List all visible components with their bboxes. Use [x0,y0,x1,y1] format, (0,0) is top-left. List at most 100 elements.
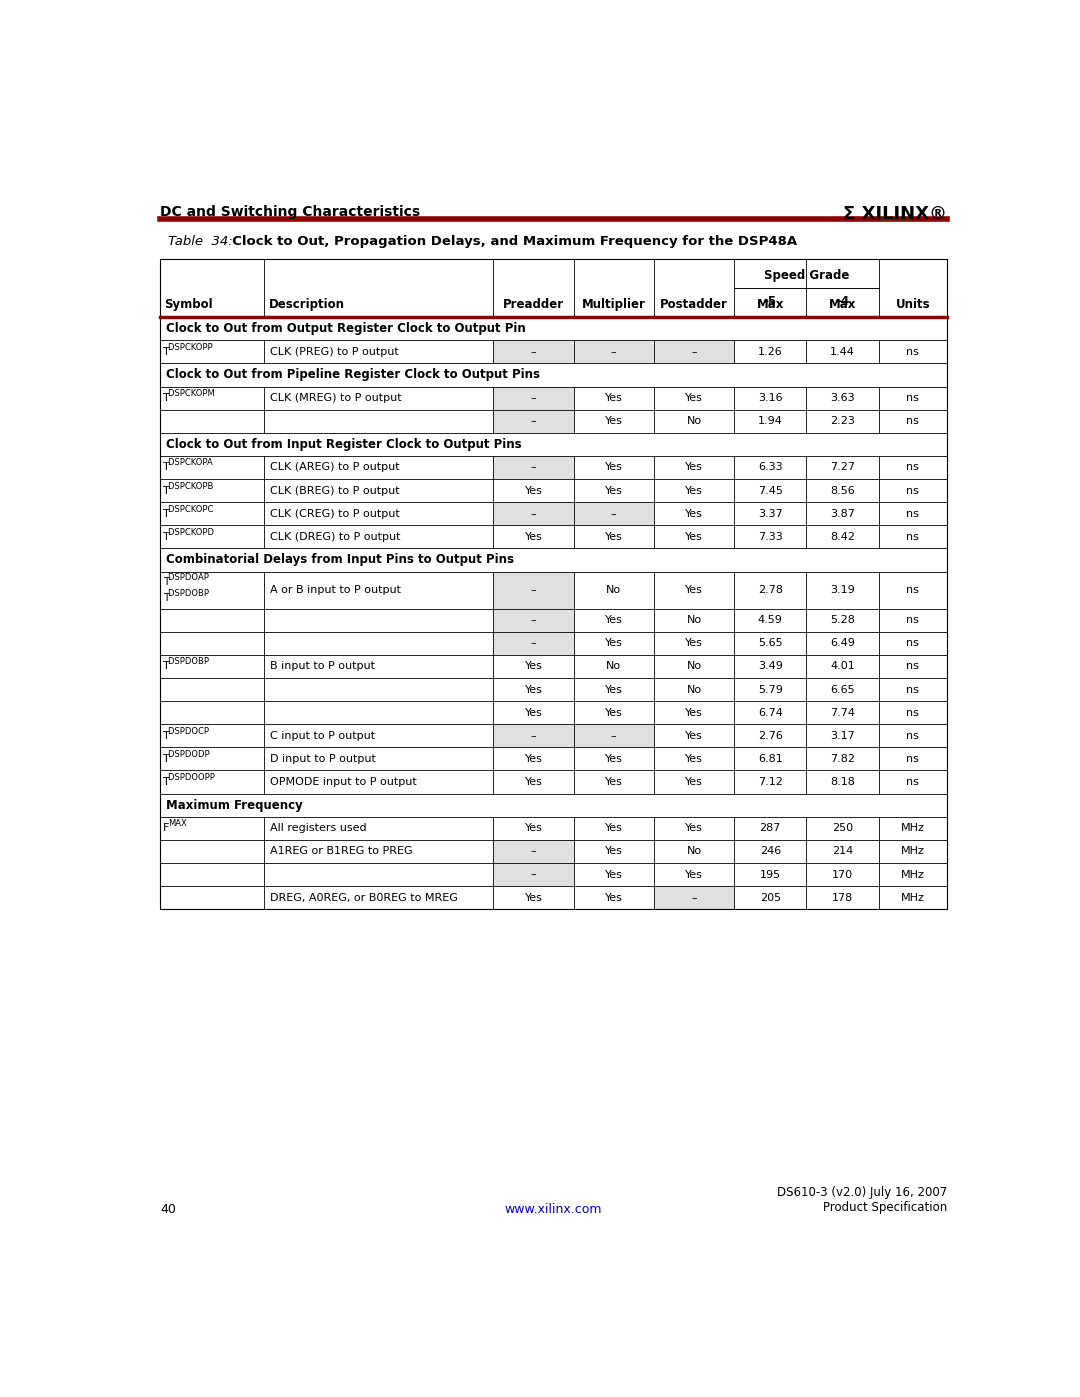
Text: Yes: Yes [605,638,623,648]
Text: 8.18: 8.18 [831,777,855,787]
Text: T: T [163,486,170,496]
Bar [494,571,573,609]
Text: 5.65: 5.65 [758,638,783,648]
Text: 2.76: 2.76 [758,731,783,740]
Text: T: T [163,577,168,587]
Text: Speed Grade: Speed Grade [764,268,849,282]
Text: DSPDO​AP: DSPDO​AP [168,573,210,583]
Text: Yes: Yes [605,615,623,624]
Text: T: T [163,346,170,356]
Text: Yes: Yes [605,486,623,496]
Text: Max: Max [757,298,784,312]
Text: No: No [606,661,621,672]
Text: 3.49: 3.49 [758,661,783,672]
Text: 1.26: 1.26 [758,346,783,356]
Text: 250: 250 [832,823,853,833]
Bar [160,433,947,455]
Text: –: – [691,893,697,902]
Text: CLK (MREG) to P output: CLK (MREG) to P output [270,393,401,404]
Text: DSPDO​OPP: DSPDO​OPP [167,773,215,782]
Text: CLK (CREG) to P output: CLK (CREG) to P output [270,509,400,518]
Text: ns: ns [906,393,919,404]
Text: DSPDO​BP: DSPDO​BP [167,658,208,666]
Bar [160,363,947,387]
Text: Yes: Yes [525,893,542,902]
Text: 7.33: 7.33 [758,532,783,542]
Text: T: T [163,509,170,518]
Text: Yes: Yes [685,869,703,880]
Text: Yes: Yes [685,754,703,764]
Text: Yes: Yes [605,393,623,404]
Text: DSPDO​BP: DSPDO​BP [168,590,210,598]
Bar [494,341,573,363]
Text: Yes: Yes [525,685,542,694]
Text: Yes: Yes [605,893,623,902]
Text: 40: 40 [160,1203,176,1217]
Text: –: – [611,509,617,518]
Text: T: T [163,777,170,787]
Text: ns: ns [906,685,919,694]
Text: Preadder: Preadder [503,298,564,312]
Text: Yes: Yes [605,869,623,880]
Text: –: – [530,462,537,472]
Text: Postadder: Postadder [660,298,728,312]
Text: CLK (PREG) to P output: CLK (PREG) to P output [270,346,399,356]
Text: Yes: Yes [525,708,542,718]
Text: ns: ns [906,708,919,718]
Text: F: F [163,823,168,833]
Text: www.xilinx.com: www.xilinx.com [504,1203,603,1217]
Text: 6.81: 6.81 [758,754,783,764]
Bar [494,609,573,631]
Text: DSPCKO​PM: DSPCKO​PM [167,390,215,398]
Text: ns: ns [906,509,919,518]
Text: Clock to Out from Input Register Clock to Output Pins: Clock to Out from Input Register Clock t… [166,437,522,451]
Text: No: No [687,685,702,694]
Text: 2.78: 2.78 [758,585,783,595]
Text: Yes: Yes [605,754,623,764]
Text: 3.17: 3.17 [831,731,855,740]
Text: A1REG or B1REG to PREG: A1REG or B1REG to PREG [270,847,413,856]
Text: All registers used: All registers used [270,823,366,833]
Text: Yes: Yes [685,823,703,833]
Text: DSPCKO​PA: DSPCKO​PA [167,458,213,468]
Text: Yes: Yes [685,585,703,595]
Text: 205: 205 [759,893,781,902]
Text: –: – [530,585,537,595]
Text: T: T [163,594,168,604]
Text: –: – [530,615,537,624]
Text: –: – [530,393,537,404]
Text: 7.27: 7.27 [831,462,855,472]
Bar [573,502,653,525]
Text: 7.45: 7.45 [758,486,783,496]
Text: 287: 287 [759,823,781,833]
Text: C input to P output: C input to P output [270,731,375,740]
Text: 4.01: 4.01 [831,661,855,672]
Text: DC and Switching Characteristics: DC and Switching Characteristics [160,205,420,219]
Text: Clock to Out from Pipeline Register Clock to Output Pins: Clock to Out from Pipeline Register Cloc… [166,369,540,381]
Text: –: – [611,346,617,356]
Text: T: T [163,661,170,672]
Bar [494,724,573,747]
Text: MHz: MHz [901,847,924,856]
Bar [494,502,573,525]
Text: –: – [530,847,537,856]
Text: Yes: Yes [685,708,703,718]
Text: B input to P output: B input to P output [270,661,375,672]
Text: D input to P output: D input to P output [270,754,376,764]
Text: Symbol: Symbol [164,298,213,312]
Text: ns: ns [906,486,919,496]
Text: ns: ns [906,638,919,648]
Text: 3.87: 3.87 [831,509,855,518]
Text: Yes: Yes [605,416,623,426]
Text: Yes: Yes [525,532,542,542]
Bar [494,863,573,886]
Text: Yes: Yes [605,847,623,856]
Text: Yes: Yes [605,532,623,542]
Text: ns: ns [906,661,919,672]
Text: No: No [687,615,702,624]
Bar [160,549,947,571]
Text: 6.74: 6.74 [758,708,783,718]
Text: 5.79: 5.79 [758,685,783,694]
Text: T: T [163,731,170,740]
Bar [494,409,573,433]
